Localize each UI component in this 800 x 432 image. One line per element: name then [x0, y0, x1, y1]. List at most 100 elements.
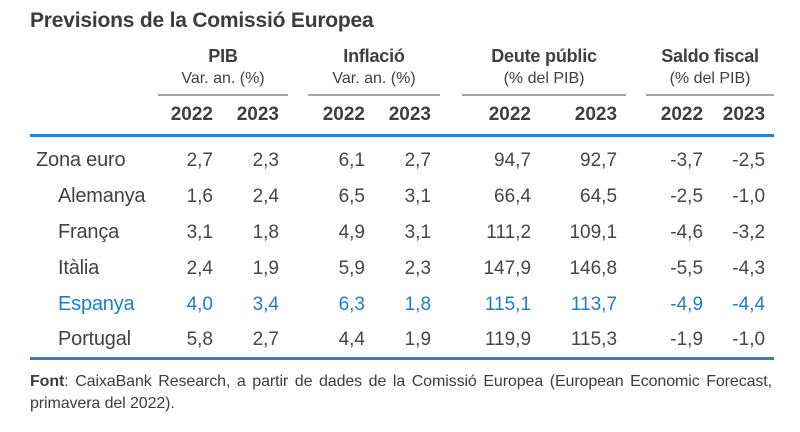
source-footnote: Font: CaixaBank Research, a partir de da… — [30, 371, 772, 415]
footnote-label: Font — [30, 373, 65, 390]
spacer — [440, 136, 462, 179]
group-header-deute-public: Deute públic — [491, 46, 597, 66]
value-cell: -4,6 — [670, 221, 704, 243]
group-subtitle-pib: Var. an. (%) — [158, 67, 288, 96]
spacer — [440, 323, 462, 359]
value-cell: 92,7 — [580, 149, 618, 171]
table-row-italia: Itàlia 2,4 1,9 5,9 2,3 147,9 146,8 -5,5 … — [30, 251, 774, 287]
group-subtitle-row: Var. an. (%) Var. an. (%) (% del PIB) (%… — [30, 67, 775, 96]
group-header-saldo-fiscal: Saldo fiscal — [661, 46, 759, 66]
value-cell: 1,8 — [252, 221, 279, 243]
value-cell: -4,3 — [732, 257, 766, 279]
group-subtitle-saldo-fiscal: (% del PIB) — [646, 67, 775, 96]
value-cell: 3,1 — [404, 221, 432, 243]
table-row-alemanya: Alemanya 1,6 2,4 6,5 3,1 66,4 64,5 -2,5 … — [30, 179, 774, 215]
spacer — [288, 136, 308, 179]
value-cell: 2,7 — [186, 149, 213, 171]
value-cell: 6,3 — [338, 293, 365, 315]
value-cell: 2,3 — [404, 257, 432, 279]
footnote-text: : CaixaBank Research, a partir de dades … — [30, 373, 772, 412]
spacer — [440, 251, 462, 287]
value-cell: 2,3 — [252, 149, 279, 171]
value-cell: 94,7 — [494, 149, 532, 171]
year-header-row: 2022 2023 2022 2023 2022 2023 2022 2023 — [30, 95, 775, 136]
value-cell: -5,5 — [670, 257, 704, 279]
value-cell: 6,1 — [338, 149, 365, 171]
spacer — [626, 95, 646, 136]
spacer — [30, 95, 158, 136]
value-cell: 2,4 — [186, 257, 213, 279]
value-cell: 5,9 — [338, 257, 365, 279]
value-cell: 4,4 — [338, 328, 365, 350]
value-cell: 115,1 — [484, 293, 532, 315]
value-cell: -3,7 — [670, 149, 704, 171]
spacer — [626, 215, 646, 251]
spacer — [30, 41, 158, 67]
country-label: Espanya — [58, 293, 135, 315]
spacer — [288, 323, 308, 359]
value-cell: 5,8 — [186, 328, 213, 350]
spacer — [626, 67, 646, 95]
value-cell: -3,2 — [732, 221, 766, 243]
group-subtitle-inflacio: Var. an. (%) — [308, 67, 441, 96]
spacer — [440, 215, 462, 251]
table-row-franca: França 3,1 1,8 4,9 3,1 111,2 109,1 -4,6 … — [30, 215, 774, 251]
spacer — [288, 251, 308, 287]
country-label: Zona euro — [36, 149, 126, 172]
spacer — [288, 67, 308, 95]
value-cell: 147,9 — [483, 257, 532, 279]
value-cell: 109,1 — [569, 221, 618, 243]
year-header: 2022 — [322, 104, 365, 125]
value-cell: 4,0 — [186, 293, 213, 315]
value-cell: -2,5 — [732, 149, 766, 171]
table-row-zona-euro: Zona euro 2,7 2,3 6,1 2,7 94,7 92,7 -3,7… — [30, 136, 774, 179]
value-cell: -1,0 — [732, 185, 766, 207]
value-cell: -4,9 — [670, 293, 704, 315]
value-cell: 111,2 — [486, 221, 532, 243]
country-label: Itàlia — [58, 257, 100, 279]
value-cell: 146,8 — [569, 257, 618, 279]
spacer — [440, 287, 462, 323]
group-subtitle-deute-public: (% del PIB) — [462, 67, 627, 96]
value-cell: 3,1 — [404, 185, 432, 207]
spacer — [440, 67, 462, 95]
spacer — [288, 95, 308, 136]
year-header: 2022 — [170, 104, 213, 125]
table-row-espanya: Espanya 4,0 3,4 6,3 1,8 115,1 113,7 -4,9… — [30, 287, 774, 323]
value-cell: -4,4 — [732, 293, 766, 315]
spacer — [626, 136, 646, 179]
spacer — [288, 41, 308, 67]
value-cell: -1,0 — [732, 328, 766, 350]
spacer — [30, 67, 158, 95]
group-header-row: PIB Inflació Deute públic Saldo fiscal — [30, 41, 774, 67]
value-cell: -1,9 — [670, 328, 704, 350]
value-cell: 4,9 — [338, 221, 365, 243]
page-title: Previsions de la Comissió Europea — [30, 9, 374, 32]
spacer — [288, 287, 308, 323]
country-label: Portugal — [58, 328, 131, 351]
value-cell: 119,9 — [484, 328, 532, 350]
value-cell: 1,8 — [404, 293, 432, 315]
value-cell: 3,4 — [252, 293, 279, 315]
value-cell: 113,7 — [570, 293, 618, 315]
country-label: Alemanya — [58, 185, 146, 207]
country-label: França — [58, 221, 120, 243]
spacer — [626, 41, 646, 67]
group-header-inflacio: Inflació — [343, 46, 405, 66]
spacer — [440, 179, 462, 215]
year-header: 2023 — [236, 104, 279, 125]
value-cell: 2,7 — [404, 149, 432, 171]
value-cell: 6,5 — [338, 185, 365, 207]
spacer — [440, 41, 462, 67]
forecast-table: PIB Inflació Deute públic Saldo fiscal V… — [30, 41, 775, 360]
spacer — [288, 179, 308, 215]
value-cell: 3,1 — [186, 221, 213, 243]
value-cell: -2,5 — [670, 185, 704, 207]
spacer — [626, 179, 646, 215]
value-cell: 2,4 — [252, 185, 279, 207]
spacer — [288, 215, 308, 251]
spacer — [626, 323, 646, 359]
value-cell: 2,7 — [252, 328, 279, 350]
value-cell: 1,9 — [252, 257, 279, 279]
